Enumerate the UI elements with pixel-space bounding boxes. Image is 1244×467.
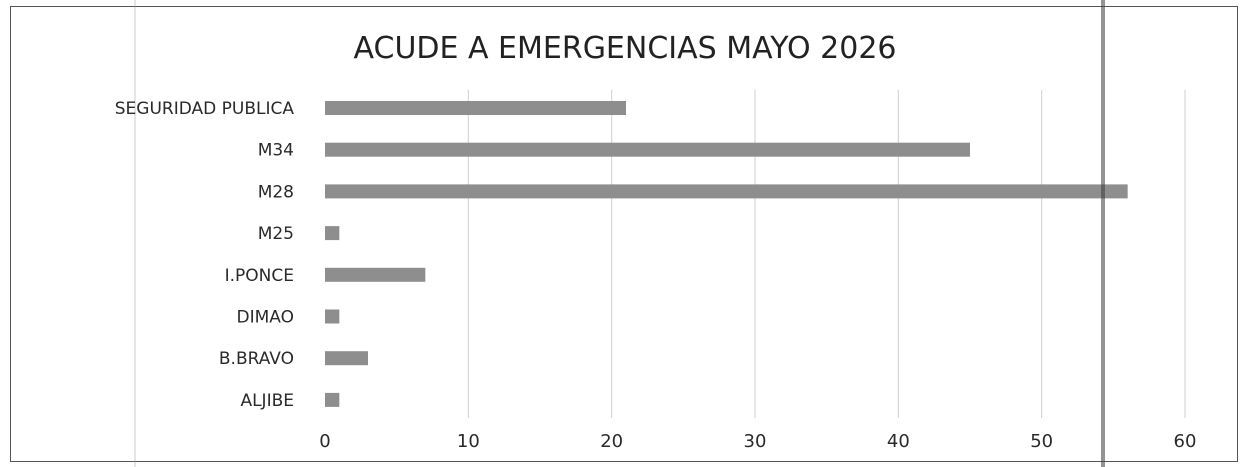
scan-artifact-left bbox=[134, 0, 136, 467]
category-label: M28 bbox=[258, 182, 294, 202]
category-label: DIMAO bbox=[237, 308, 294, 328]
x-tick-label: 30 bbox=[744, 431, 767, 452]
x-tick-label: 40 bbox=[887, 431, 910, 452]
bar-b-bravo bbox=[325, 351, 368, 366]
scan-artifact-right bbox=[1101, 0, 1105, 467]
x-tick-label: 50 bbox=[1030, 431, 1053, 452]
bar-m28 bbox=[325, 184, 1128, 199]
category-labels: SEGURIDAD PUBLICA M34 M28 M25 I.PONCE DIMAO B.… bbox=[115, 99, 295, 411]
category-label: SEGURIDAD PUBLICA bbox=[115, 99, 295, 119]
x-tick-label: 10 bbox=[457, 431, 480, 452]
chart-title: ACUDE A EMERGENCIAS MAYO 2026 bbox=[354, 31, 897, 66]
category-label: M25 bbox=[258, 224, 294, 244]
bar-m34 bbox=[325, 142, 970, 157]
grid-lines bbox=[467, 90, 1186, 418]
bar-m25 bbox=[325, 226, 340, 241]
bar-aljibe bbox=[325, 392, 340, 407]
x-tick-label: 20 bbox=[600, 431, 623, 452]
x-axis-ticks: 0 10 20 30 40 50 60 bbox=[319, 431, 1196, 452]
bar-seguridad-publica bbox=[325, 101, 626, 115]
bars bbox=[325, 101, 1128, 407]
bar-dimao bbox=[325, 309, 340, 324]
category-label: M34 bbox=[258, 141, 294, 161]
category-label: B.BRAVO bbox=[219, 349, 294, 369]
category-label: ALJIBE bbox=[240, 391, 294, 411]
chart-frame bbox=[10, 6, 1238, 462]
bar-i-ponce bbox=[325, 267, 426, 282]
category-label: I.PONCE bbox=[225, 266, 294, 286]
x-tick-label: 0 bbox=[319, 431, 330, 452]
x-tick-label: 60 bbox=[1174, 431, 1197, 452]
